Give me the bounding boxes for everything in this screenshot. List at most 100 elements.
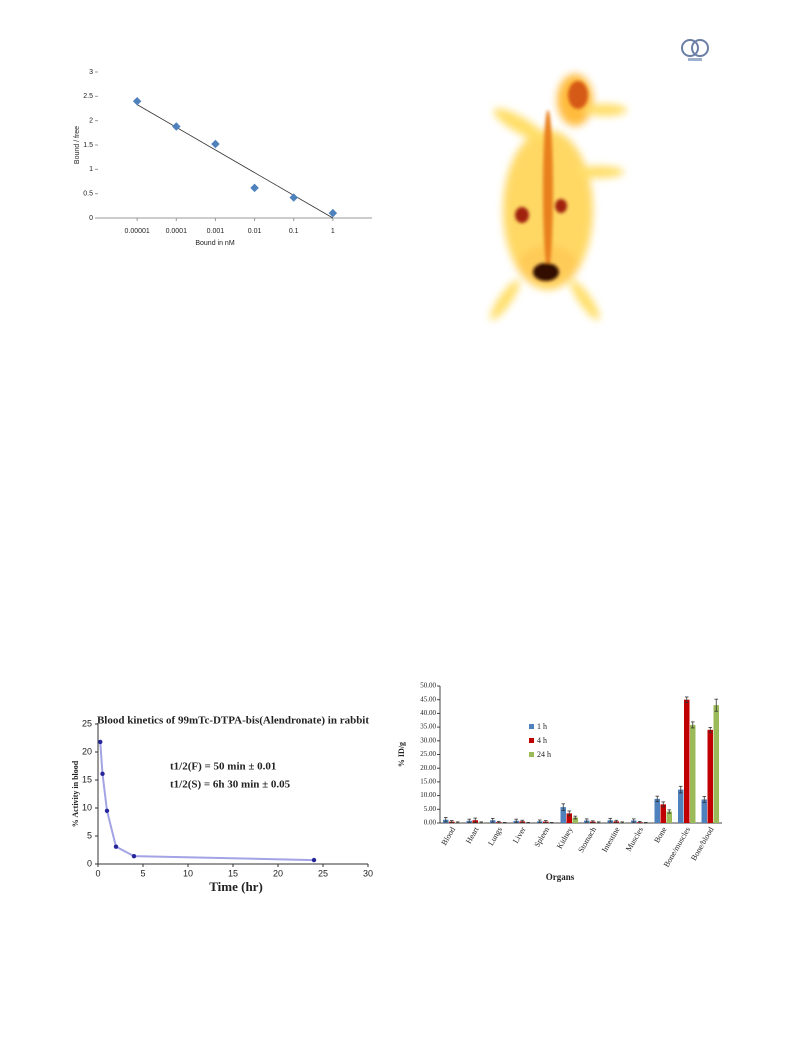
- point: [100, 771, 105, 777]
- point: [289, 193, 298, 202]
- x-axis-label: Bound in nM: [195, 240, 234, 247]
- error-bar: [514, 818, 519, 823]
- y-axis-label: % Activity in blood: [71, 760, 80, 827]
- x-tick-label: 0.0001: [166, 228, 188, 235]
- error-bar: [473, 817, 478, 823]
- error-bar: [684, 696, 689, 703]
- error-bar: [614, 819, 619, 823]
- bar: [713, 705, 719, 823]
- error-bar: [561, 803, 566, 811]
- logo: [681, 39, 709, 61]
- bar: [678, 789, 684, 823]
- bar: [566, 813, 572, 823]
- y-axis-label: % ID/g: [397, 742, 406, 767]
- error-bar: [520, 819, 525, 823]
- error-bar: [496, 820, 501, 824]
- error-bar: [490, 817, 495, 823]
- error-bar: [479, 821, 484, 824]
- error-bar: [526, 822, 531, 824]
- legend-label: 1 h: [537, 722, 547, 731]
- error-bar: [537, 819, 542, 824]
- x-tick-label: Heart: [464, 825, 481, 846]
- y-tick-label: 5: [87, 830, 92, 840]
- x-tick-label: Intestine: [600, 825, 622, 854]
- point: [104, 808, 110, 813]
- x-tick-label: 30: [363, 868, 373, 878]
- x-tick-label: Stomach: [576, 825, 598, 854]
- error-bar: [543, 820, 548, 824]
- bar: [666, 811, 672, 823]
- x-tick-label: Bone/blood: [689, 825, 715, 862]
- error-bar: [655, 795, 660, 803]
- error-bar: [596, 821, 601, 824]
- annotation: t1/2(F) = 50 min ± 0.01: [170, 761, 276, 773]
- y-tick-label: 0.5: [83, 191, 93, 198]
- y-tick-label: 0: [89, 215, 93, 222]
- y-tick-label: 2: [89, 118, 93, 125]
- trendline: [136, 104, 334, 219]
- y-tick-label: 1: [89, 166, 93, 173]
- point: [328, 208, 338, 218]
- error-bar: [467, 818, 472, 823]
- point: [98, 739, 103, 745]
- y-tick-label: 15.00: [420, 778, 436, 786]
- error-bar: [708, 726, 713, 733]
- error-bar: [690, 721, 695, 729]
- y-tick-label: 10: [82, 802, 92, 812]
- x-axis-label: Organs: [546, 872, 575, 882]
- x-tick-label: Lungs: [486, 825, 504, 847]
- error-bar: [620, 821, 625, 824]
- x-tick-label: 0.00001: [124, 228, 149, 235]
- y-tick-label: 0.00: [424, 819, 437, 827]
- error-bar: [443, 817, 448, 823]
- x-tick-label: 0.01: [248, 228, 262, 235]
- y-tick-label: 0: [87, 858, 92, 868]
- point: [211, 139, 220, 149]
- y-tick-label: 25: [82, 718, 92, 728]
- y-tick-label: 15: [82, 774, 92, 784]
- error-bar: [667, 809, 672, 814]
- point: [131, 853, 137, 859]
- error-bar: [702, 796, 707, 803]
- error-bar: [584, 818, 589, 823]
- bar: [690, 724, 696, 823]
- y-tick-label: 30.00: [420, 736, 436, 744]
- x-tick-label: 10: [183, 868, 193, 878]
- x-tick-label: Liver: [511, 825, 528, 845]
- x-tick-label: 0.1: [289, 228, 299, 235]
- error-bar: [678, 785, 683, 794]
- legend-swatch: [529, 724, 534, 729]
- bar: [684, 699, 690, 823]
- error-bar: [631, 818, 636, 823]
- bar: [701, 799, 707, 823]
- y-tick-label: 3: [89, 69, 93, 76]
- error-bar: [643, 822, 648, 824]
- x-tick-label: Muscles: [624, 825, 645, 853]
- x-tick-label: 0.001: [207, 228, 225, 235]
- bar: [654, 798, 660, 823]
- error-bar: [449, 820, 454, 824]
- y-tick-label: 20.00: [420, 764, 436, 772]
- x-tick-label: 20: [273, 868, 283, 878]
- point: [172, 122, 181, 131]
- point: [113, 844, 119, 849]
- y-axis-label: Bound / free: [74, 126, 81, 164]
- error-bar: [567, 810, 572, 817]
- x-tick-label: 0: [95, 868, 100, 878]
- x-tick-label: Blood: [439, 825, 457, 846]
- error-bar: [714, 698, 719, 712]
- x-tick-label: 25: [318, 868, 328, 878]
- y-tick-label: 35.00: [420, 723, 436, 731]
- point: [132, 96, 142, 106]
- bar: [560, 807, 566, 823]
- x-axis-label: Time (hr): [209, 879, 263, 894]
- x-tick-label: 1: [331, 228, 335, 235]
- legend-label: 24 h: [537, 750, 551, 759]
- line: [99, 741, 315, 862]
- bar: [572, 817, 578, 823]
- chart-title: Blood kinetics of 99mTc-DTPA-bis(Alendro…: [97, 715, 369, 727]
- legend-swatch: [529, 738, 534, 743]
- y-tick-label: 45.00: [420, 695, 436, 703]
- legend-label: 4 h: [537, 736, 547, 745]
